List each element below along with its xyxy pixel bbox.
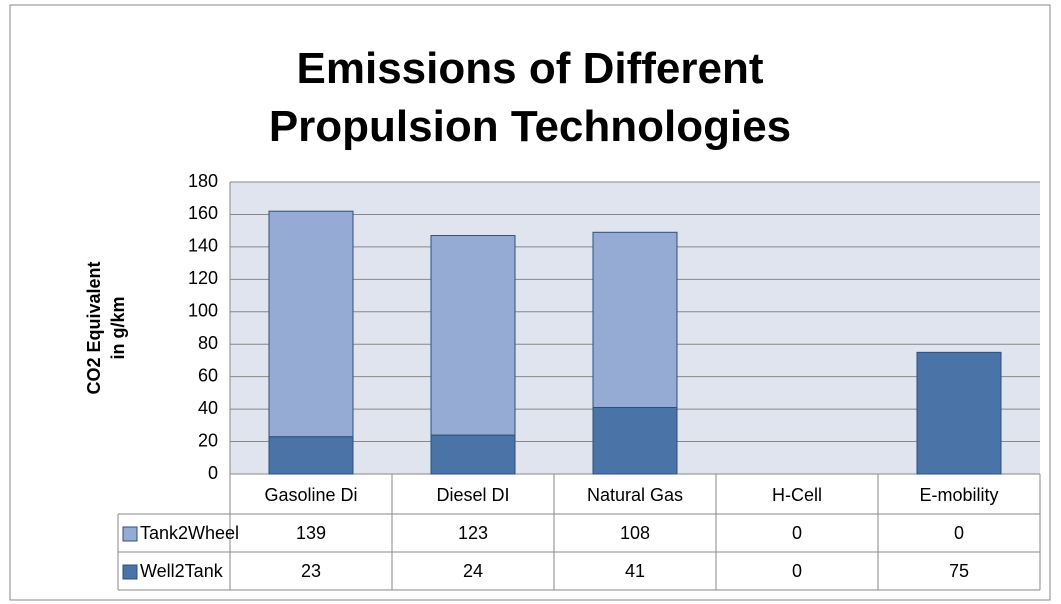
y-tick-label: 80 [198, 333, 218, 353]
bar [268, 436, 354, 475]
y-tick-label: 120 [188, 268, 218, 288]
y-axis-label: CO2 Equivalent [84, 261, 104, 394]
y-axis-label: in g/km [108, 296, 128, 359]
table-value: 24 [463, 561, 483, 581]
y-tick-label: 60 [198, 365, 218, 385]
y-tick-label: 180 [188, 171, 218, 191]
table-value: 139 [296, 523, 326, 543]
table-value: 41 [625, 561, 645, 581]
table-value: 0 [792, 523, 802, 543]
bar [592, 406, 678, 475]
bar [430, 235, 516, 436]
bar [430, 434, 516, 475]
table-value: 75 [949, 561, 969, 581]
x-tick-label: Natural Gas [587, 485, 683, 505]
bar [916, 351, 1002, 475]
y-tick-label: 140 [188, 236, 218, 256]
x-tick-label: Diesel DI [436, 485, 509, 505]
legend-label: Tank2Wheel [140, 523, 239, 543]
bar [592, 231, 678, 408]
table-value: 123 [458, 523, 488, 543]
table-value: 0 [792, 561, 802, 581]
y-tick-label: 160 [188, 203, 218, 223]
legend-swatch [122, 564, 138, 580]
legend-label: Well2Tank [140, 561, 224, 581]
table-value: 0 [954, 523, 964, 543]
chart-title: Emissions of Different Propulsion Techno… [268, 44, 792, 151]
table-value: 23 [301, 561, 321, 581]
y-tick-label: 100 [188, 301, 218, 321]
table-value: 108 [620, 523, 650, 543]
bar [268, 210, 354, 438]
y-tick-label: 20 [198, 430, 218, 450]
x-tick-label: H-Cell [772, 485, 822, 505]
y-tick-label: 40 [198, 398, 218, 418]
x-tick-label: Gasoline Di [264, 485, 357, 505]
legend-swatch [122, 526, 138, 542]
y-tick-label: 0 [208, 463, 218, 483]
x-tick-label: E-mobility [919, 485, 998, 505]
